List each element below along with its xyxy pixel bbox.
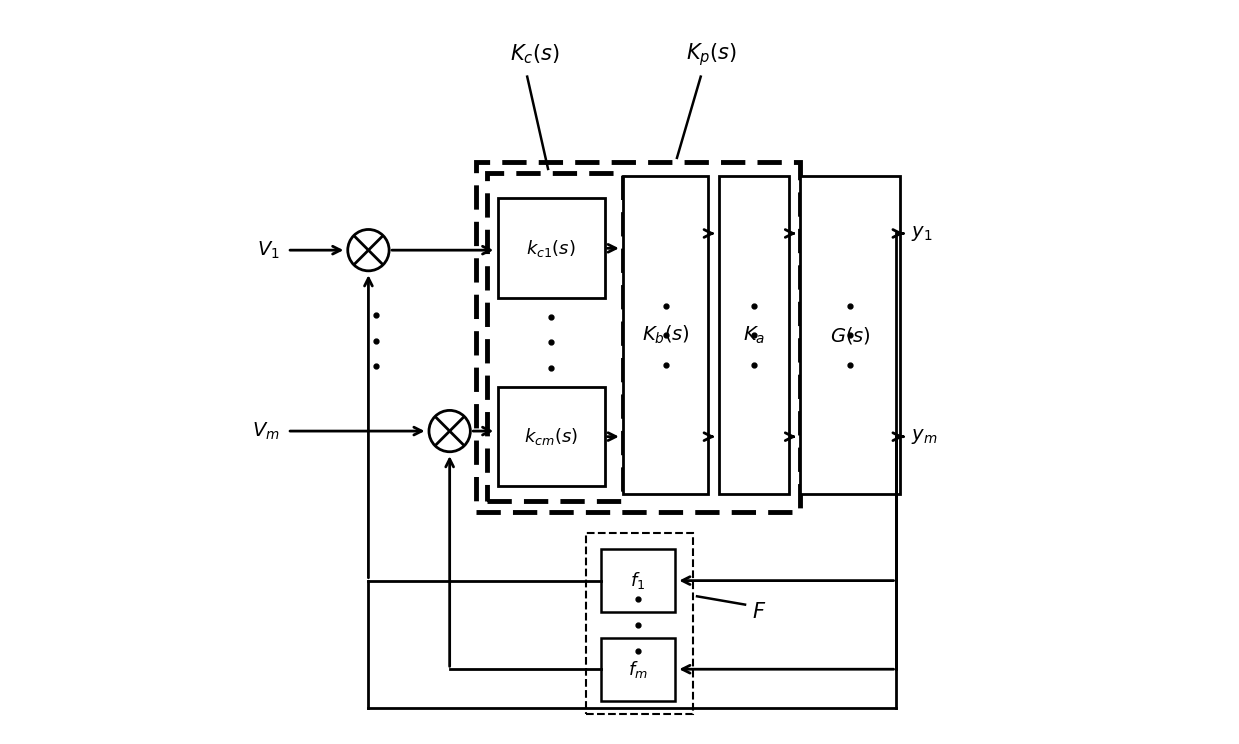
Text: $f_m$: $f_m$ bbox=[628, 658, 648, 680]
Bar bbox=[601, 549, 675, 612]
Bar bbox=[719, 176, 789, 494]
Text: $K_c(s)$: $K_c(s)$ bbox=[509, 42, 560, 66]
Text: $f_1$: $f_1$ bbox=[631, 570, 646, 591]
Text: $K_p(s)$: $K_p(s)$ bbox=[686, 41, 737, 68]
Text: $y_1$: $y_1$ bbox=[911, 224, 933, 243]
Text: $V_m$: $V_m$ bbox=[252, 420, 280, 442]
Text: $G(s)$: $G(s)$ bbox=[830, 324, 871, 345]
Text: $y_m$: $y_m$ bbox=[911, 427, 938, 446]
Bar bbox=[800, 176, 900, 494]
Text: $k_{cm}(s)$: $k_{cm}(s)$ bbox=[524, 426, 579, 447]
Bar bbox=[498, 199, 605, 298]
Text: $F$: $F$ bbox=[752, 602, 767, 622]
Text: $K_b(s)$: $K_b(s)$ bbox=[642, 324, 690, 346]
Bar bbox=[586, 533, 694, 714]
Bar bbox=[601, 638, 675, 701]
Text: $K_a$: $K_a$ bbox=[743, 324, 766, 346]
Text: $k_{c1}(s)$: $k_{c1}(s)$ bbox=[527, 238, 576, 259]
Bar bbox=[623, 176, 709, 494]
Bar bbox=[498, 387, 605, 487]
Text: $V_1$: $V_1$ bbox=[258, 240, 280, 261]
